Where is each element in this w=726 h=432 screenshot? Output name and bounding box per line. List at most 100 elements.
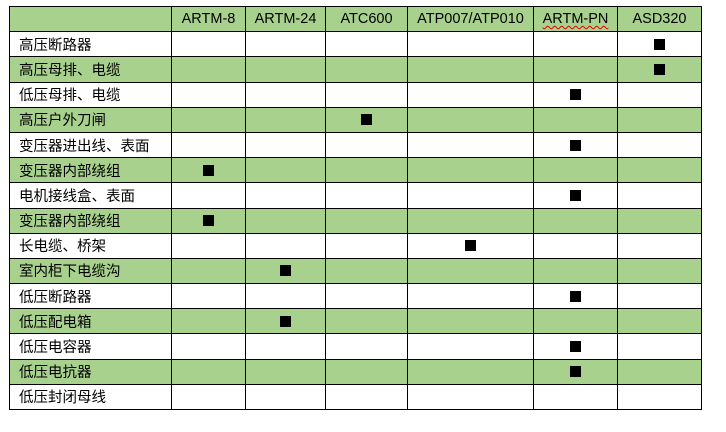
- column-header: ATP007/ATP010: [407, 5, 534, 33]
- table-row: 高压户外刀闸: [9, 106, 702, 133]
- table-cell: [171, 308, 246, 335]
- table-cell: [245, 257, 326, 285]
- table-row: 高压断路器: [9, 31, 702, 58]
- table-cell: [533, 56, 618, 83]
- table-cell: [325, 383, 408, 411]
- table-row: 室内柜下电缆沟: [9, 257, 702, 285]
- table-cell: [325, 31, 408, 58]
- black-square-icon: [570, 290, 581, 302]
- table-cell: [407, 383, 534, 411]
- table-cell: [617, 283, 702, 310]
- table-cell: [245, 207, 326, 234]
- row-label: 高压户外刀闸: [9, 106, 172, 133]
- table-cell: [533, 383, 618, 411]
- table-cell: [325, 283, 408, 310]
- table-cell: [407, 56, 534, 83]
- table-cell: [533, 333, 618, 360]
- black-square-icon: [203, 164, 214, 176]
- row-label: 电机接线盒、表面: [9, 182, 172, 209]
- table-cell: [171, 157, 246, 184]
- table-cell: [617, 131, 702, 159]
- table-cell: [245, 283, 326, 310]
- black-square-icon: [203, 215, 214, 227]
- table-cell: [325, 106, 408, 133]
- column-header-label: ARTM-24: [254, 11, 317, 28]
- row-label: 变压器进出线、表面: [9, 131, 172, 159]
- table-cell: [171, 182, 246, 209]
- black-square-icon: [570, 139, 581, 151]
- table-cell: [245, 56, 326, 83]
- table-cell: [325, 131, 408, 159]
- table-cell: [171, 207, 246, 234]
- table-cell: [617, 31, 702, 58]
- table-row: 高压母排、电缆: [9, 56, 702, 83]
- table-row: 变压器内部绕组: [9, 207, 702, 234]
- table-cell: [533, 358, 618, 385]
- column-header-label: ATC600: [340, 11, 393, 28]
- table-cell: [171, 257, 246, 285]
- table-cell: [171, 31, 246, 58]
- table-cell: [171, 333, 246, 360]
- table-cell: [325, 56, 408, 83]
- black-square-icon: [654, 63, 665, 75]
- column-header-label: ARTM-PN: [542, 11, 609, 28]
- table-cell: [171, 383, 246, 411]
- table-cell: [245, 182, 326, 209]
- column-header-label: ATP007/ATP010: [417, 11, 524, 28]
- table-cell: [245, 106, 326, 133]
- table-cell: [533, 81, 618, 108]
- table-cell: [533, 283, 618, 310]
- table-cell: [617, 56, 702, 83]
- table-cell: [171, 358, 246, 385]
- table-cell: [533, 106, 618, 133]
- table-cell: [407, 283, 534, 310]
- table-cell: [325, 207, 408, 234]
- table-cell: [171, 56, 246, 83]
- black-square-icon: [280, 265, 291, 277]
- table-cell: [245, 232, 326, 259]
- table-cell: [617, 383, 702, 411]
- table-cell: [325, 232, 408, 259]
- black-square-icon: [361, 114, 372, 126]
- table-row: 低压配电箱: [9, 308, 702, 335]
- column-header-label: ARTM-8: [181, 11, 236, 28]
- table-cell: [533, 232, 618, 259]
- table-cell: [533, 308, 618, 335]
- table-cell: [245, 131, 326, 159]
- table-cell: [325, 333, 408, 360]
- table-cell: [325, 182, 408, 209]
- table-row: 变压器内部绕组: [9, 157, 702, 184]
- table-row: 低压电容器: [9, 333, 702, 360]
- table-cell: [617, 106, 702, 133]
- table-cell: [245, 333, 326, 360]
- table-cell: [407, 182, 534, 209]
- black-square-icon: [280, 315, 291, 327]
- table-cell: [171, 106, 246, 133]
- column-header: ATC600: [325, 5, 408, 33]
- column-header: ARTM-24: [245, 5, 326, 33]
- table-cell: [617, 333, 702, 360]
- table-cell: [407, 81, 534, 108]
- table-cell: [245, 358, 326, 385]
- column-header: ARTM-8: [171, 5, 246, 33]
- table-cell: [617, 207, 702, 234]
- table-cell: [245, 157, 326, 184]
- table-cell: [533, 131, 618, 159]
- table-cell: [325, 257, 408, 285]
- table-cell: [171, 232, 246, 259]
- table-row: 低压母排、电缆: [9, 81, 702, 108]
- table-cell: [407, 131, 534, 159]
- column-header: ARTM-PN: [533, 5, 618, 33]
- table-cell: [245, 308, 326, 335]
- table-cell: [407, 232, 534, 259]
- row-label: 高压断路器: [9, 31, 172, 58]
- table-cell: [325, 157, 408, 184]
- table-cell: [533, 182, 618, 209]
- table-cell: [407, 106, 534, 133]
- table-cell: [533, 31, 618, 58]
- table-row: 低压电抗器: [9, 358, 702, 385]
- row-label: 低压封闭母线: [9, 383, 172, 411]
- black-square-icon: [570, 89, 581, 101]
- table-cell: [325, 81, 408, 108]
- black-square-icon: [570, 366, 581, 378]
